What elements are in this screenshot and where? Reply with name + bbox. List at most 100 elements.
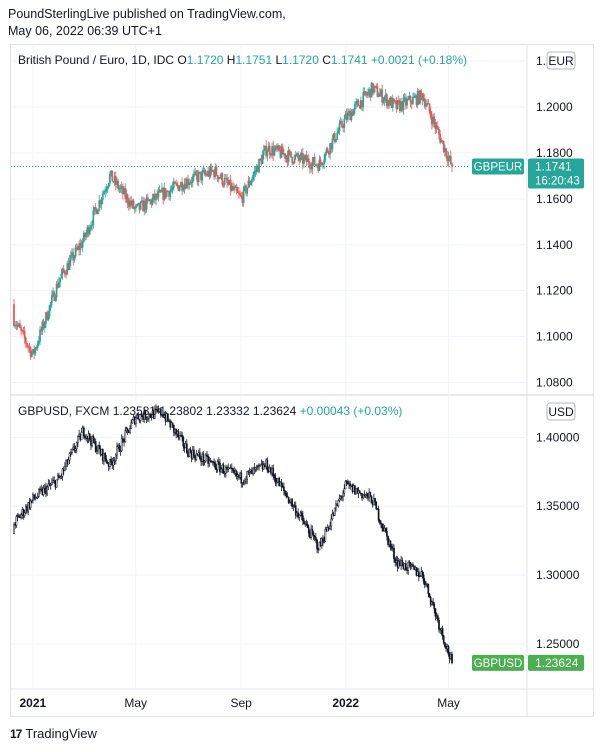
candle-body (357, 100, 360, 107)
candle-body (118, 188, 121, 190)
candle-body (451, 654, 453, 664)
candle-body (290, 151, 292, 158)
candle-body (419, 90, 421, 104)
candle-body (106, 186, 109, 190)
candle-body (88, 228, 91, 235)
candle-body (19, 323, 21, 328)
candle-body (181, 434, 183, 438)
candle-body (201, 171, 204, 181)
candle-body (444, 642, 446, 647)
candle-body (306, 524, 309, 529)
candle-body (316, 539, 318, 550)
candle-body (82, 232, 85, 242)
footer-brand[interactable]: TradingView (25, 726, 97, 741)
candle-body (312, 532, 315, 537)
candle-body (178, 435, 181, 438)
tradingview-logo-icon[interactable]: 17 (10, 726, 22, 741)
candle-body (112, 460, 115, 466)
y-tick-label: 1.30000 (536, 568, 580, 582)
candle-body (413, 96, 415, 99)
candle-body (220, 468, 223, 473)
candle-body (38, 488, 40, 497)
candle-body (391, 98, 394, 109)
candle-body (423, 580, 426, 585)
y-tick-label: 1.2000 (536, 100, 573, 114)
candle-body (73, 256, 76, 261)
candle-body (362, 92, 365, 108)
candle-body (305, 523, 308, 525)
candle-body (222, 465, 225, 474)
candle-body (117, 180, 120, 190)
candle-body (288, 501, 291, 504)
candle-body (402, 97, 405, 111)
candle-body (292, 162, 295, 164)
candle-body (144, 410, 147, 420)
candle-body (232, 468, 234, 472)
candle-body (310, 528, 312, 538)
candle-body (318, 159, 321, 171)
candle-body (436, 615, 439, 621)
candle-body (407, 562, 410, 571)
candle-body (265, 145, 267, 157)
last-price-box (528, 654, 584, 671)
candle-body (333, 507, 336, 516)
symbol-tag (472, 158, 524, 175)
candle-body (208, 460, 211, 464)
candle-body (278, 145, 281, 151)
candle-body (238, 192, 240, 195)
candle-body (429, 111, 432, 117)
candle-body (23, 512, 26, 516)
candle-body (441, 628, 444, 637)
candle-body (272, 468, 275, 476)
candle-body (39, 329, 41, 342)
candle-body (427, 583, 430, 594)
candle-body (100, 199, 103, 205)
candle-body (137, 414, 140, 420)
candle-body (30, 499, 33, 502)
candle-body (24, 338, 27, 344)
candle-body (92, 435, 95, 443)
candle-body (151, 198, 154, 205)
candle-body (202, 453, 205, 463)
legend-ohlc-H: 1.1751 (235, 53, 272, 67)
candle-body (182, 188, 185, 191)
chart-frame (10, 44, 594, 717)
x-tick-label: 2021 (20, 696, 47, 710)
y-tick-label: 1.40000 (536, 430, 580, 444)
candle-body (252, 174, 254, 180)
candle-body (293, 155, 296, 163)
candle-body (49, 302, 52, 306)
candle-body (362, 494, 365, 499)
candle-body (107, 183, 110, 188)
candle-body (193, 449, 195, 457)
candle-body (429, 597, 432, 605)
candle-body (223, 473, 226, 475)
candle-body (82, 427, 85, 437)
candle-body (43, 322, 46, 328)
candle-body (288, 150, 291, 152)
candle-body (74, 448, 77, 451)
candle-body (75, 442, 78, 450)
candle-body (337, 130, 340, 134)
candle-body (406, 99, 408, 106)
symbol-tag-label: GBPEUR (474, 161, 523, 173)
candle-body (193, 173, 195, 177)
candle-body (281, 146, 284, 155)
candle-body (346, 481, 349, 485)
candle-body (94, 441, 97, 452)
candle-body (124, 430, 127, 443)
candle-body (20, 327, 22, 331)
legend-ohlc-L: 1.23332 (206, 404, 250, 418)
candle-body (35, 347, 38, 349)
candle-body (15, 516, 18, 526)
candle-body (242, 187, 245, 203)
candle-body (447, 157, 450, 162)
candle-body (119, 450, 122, 452)
candle-body (432, 601, 434, 605)
candle-body (323, 540, 326, 543)
chart-pane-2: 1.40000 1.35000 1.30000 1.25000 GBPUSD, FXCM… (11, 402, 584, 671)
candle-body (254, 467, 257, 470)
candle-body (377, 96, 380, 98)
candle-body (159, 408, 162, 416)
